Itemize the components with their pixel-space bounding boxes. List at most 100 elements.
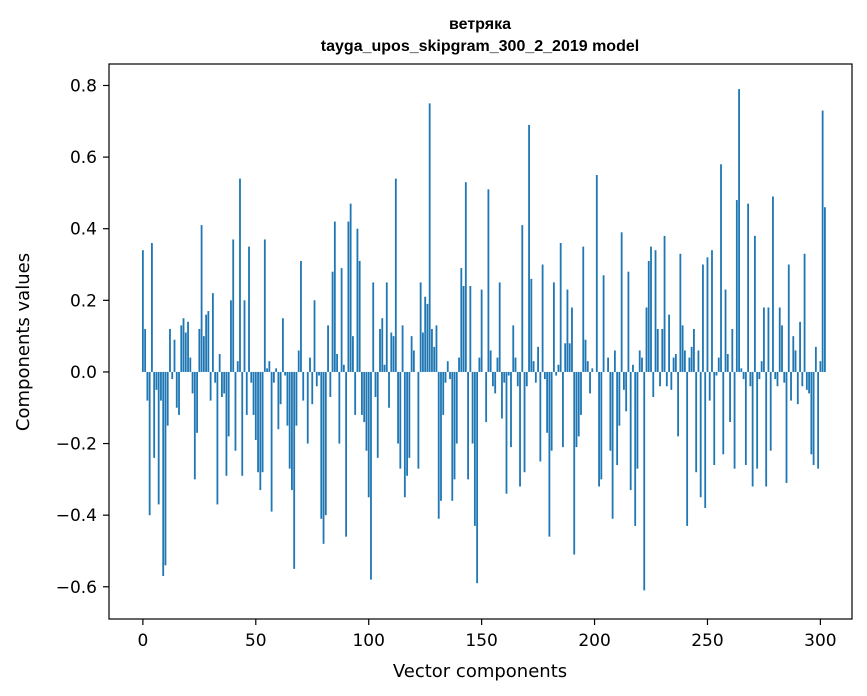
bar [268,361,271,372]
bar [236,361,239,372]
bar [634,371,637,526]
bar [431,328,433,372]
bar [769,371,772,451]
bar [311,371,314,405]
bar [528,124,530,372]
bar [417,371,420,469]
y-tick-label: 0.2 [70,291,97,311]
bar [205,314,208,372]
bar [812,371,815,466]
bar [390,332,393,372]
bar [801,371,804,387]
bar [519,371,521,487]
bar [279,371,282,405]
bar [792,336,795,372]
bar [440,371,442,501]
bar [564,343,567,372]
bar [175,371,178,408]
bar [187,321,189,372]
bar [252,371,255,415]
bar [643,371,646,591]
bar [406,371,409,476]
bar [169,328,171,372]
bar [485,371,488,423]
bar [358,260,361,372]
bar [218,354,221,372]
bar [514,357,517,372]
bar [320,371,323,519]
bar [352,336,354,372]
bar [365,371,368,451]
bar [225,371,228,476]
bar [424,296,427,372]
bar [629,371,632,491]
bar [291,371,293,491]
bar [756,371,759,469]
chart-title-line1: ветряка [449,16,511,33]
bar [361,371,363,415]
bar [659,371,661,387]
y-tick-label: 0.8 [70,76,97,96]
bar [184,332,187,372]
bar [735,200,738,372]
bar [433,346,436,372]
bar [180,325,183,372]
bar [753,235,756,372]
bar [494,371,497,394]
bar [645,307,648,372]
bar [216,371,219,505]
bar [600,371,603,480]
y-tick-label: −0.4 [56,506,97,526]
bar [591,368,594,372]
bar [790,371,792,401]
bar [760,361,763,372]
bar [589,371,591,394]
bar [254,371,257,440]
bar [805,371,808,390]
bar [489,350,492,372]
bar [211,293,214,372]
bar [214,371,217,383]
bar [345,371,348,537]
bar [582,246,585,372]
bar [663,235,666,372]
bar [548,371,551,537]
bar [586,361,589,372]
bar [636,371,639,469]
bar [379,328,381,372]
bar [435,325,438,372]
bar [683,350,686,372]
bar [209,371,212,401]
bar [668,314,670,372]
bar [503,371,506,383]
bar [738,89,740,372]
bar [670,371,673,390]
bar [681,325,684,372]
bar [512,325,515,372]
bar [674,354,677,372]
bar [623,371,625,390]
bar [200,225,203,372]
x-tick-label: 300 [804,631,836,651]
bar [263,239,266,372]
bar [573,371,576,555]
bar [704,371,707,508]
bar [144,328,147,372]
bar [609,371,612,451]
bar [164,371,167,566]
bar [422,332,424,372]
bar [537,346,539,372]
bar [821,110,824,372]
bar [534,371,537,383]
y-tick-label: −0.2 [56,435,97,455]
bar [473,371,476,526]
bar [744,371,747,466]
bar [650,246,652,372]
bar [785,371,788,483]
bar [333,221,336,372]
bar [437,371,440,519]
bar [471,371,474,444]
x-axis-label: Vector components [393,661,567,682]
bar [318,371,320,376]
y-axis-label: Components values [13,253,34,431]
